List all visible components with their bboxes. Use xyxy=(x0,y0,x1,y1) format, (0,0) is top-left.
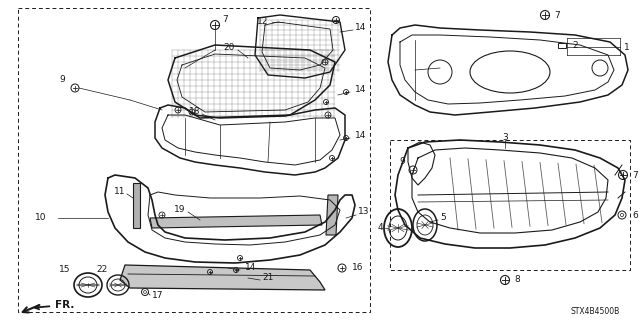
Text: 17: 17 xyxy=(152,292,163,300)
Text: 14: 14 xyxy=(355,23,366,33)
Text: 13: 13 xyxy=(358,207,369,217)
Text: STX4B4500B: STX4B4500B xyxy=(571,308,620,316)
Text: 9: 9 xyxy=(60,76,65,84)
Bar xyxy=(558,43,566,47)
Text: 7: 7 xyxy=(632,171,637,180)
Text: 15: 15 xyxy=(58,266,70,275)
Text: 8: 8 xyxy=(514,276,520,284)
Polygon shape xyxy=(150,215,322,228)
Text: 4: 4 xyxy=(378,223,383,233)
Text: 7: 7 xyxy=(554,11,560,20)
Text: 16: 16 xyxy=(352,263,364,273)
Text: 14: 14 xyxy=(355,131,366,140)
Text: 10: 10 xyxy=(35,213,47,222)
Polygon shape xyxy=(120,265,325,290)
Text: 11: 11 xyxy=(113,188,125,196)
Polygon shape xyxy=(133,183,140,228)
Text: 6: 6 xyxy=(632,211,637,220)
Text: 3: 3 xyxy=(502,132,508,141)
Text: 12: 12 xyxy=(257,18,268,27)
Text: 18: 18 xyxy=(189,108,200,116)
Text: 9: 9 xyxy=(399,157,405,166)
Polygon shape xyxy=(326,195,338,235)
Text: 5: 5 xyxy=(440,213,445,222)
Text: 22: 22 xyxy=(97,266,108,275)
Text: 14: 14 xyxy=(355,85,366,94)
Text: 19: 19 xyxy=(173,205,185,214)
Text: 2: 2 xyxy=(572,41,578,50)
Text: 7: 7 xyxy=(222,15,228,25)
Text: 21: 21 xyxy=(262,274,273,283)
Text: FR.: FR. xyxy=(35,300,74,310)
Text: 20: 20 xyxy=(223,44,235,52)
Text: 14: 14 xyxy=(245,263,257,273)
Text: 1: 1 xyxy=(624,43,630,52)
